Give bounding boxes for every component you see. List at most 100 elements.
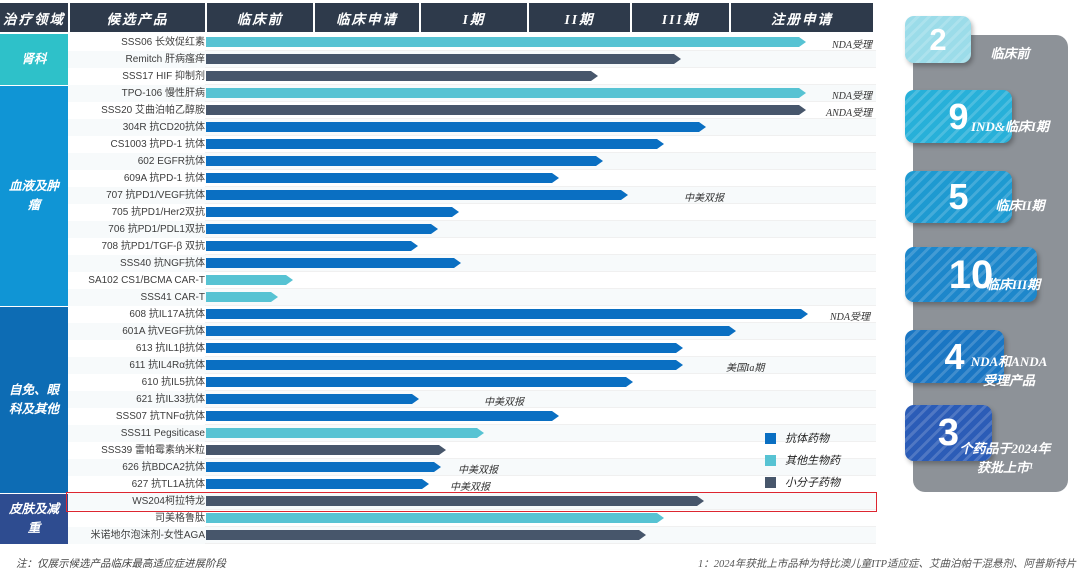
stage-track: 中美双报 xyxy=(205,187,876,204)
stage-bar xyxy=(206,173,559,183)
legend-label: 小分子药物 xyxy=(785,477,840,489)
product-name: 304R 抗CD20抗体 xyxy=(122,122,205,133)
bar-annotation: 美国Ia期 xyxy=(726,363,765,374)
stage-track xyxy=(205,510,876,527)
product-name: TPO-106 慢性肝病 xyxy=(121,88,205,99)
stage-track xyxy=(205,204,876,221)
stage-bar xyxy=(206,360,683,370)
stat-number: 5 xyxy=(948,176,969,217)
legend-label: 其他生物药 xyxy=(785,455,840,467)
stage-bar xyxy=(206,258,461,268)
stage-bar xyxy=(206,275,293,285)
header-cell-1: 治疗领域 xyxy=(0,3,68,32)
bar-annotation: NDA受理 xyxy=(832,40,872,51)
stage-bar xyxy=(206,343,683,353)
area-label: 自免、眼科及其他 xyxy=(8,383,59,416)
stage-bar xyxy=(206,309,808,319)
pipeline-row: 米诺地尔泡沫剂-女性AGA xyxy=(68,527,876,544)
footnote-left: 注：仅展示候选产品临床最高适应症进展阶段 xyxy=(16,559,226,570)
stage-track xyxy=(205,340,876,357)
stat-card-5: 5 xyxy=(905,171,1012,223)
header-cell-4: 临床申请 xyxy=(315,3,419,32)
pipeline-row: 626 抗BDCA2抗体 中美双报 xyxy=(68,459,876,476)
stage-track: ANDA受理 xyxy=(205,102,876,119)
stage-bar xyxy=(206,105,806,115)
stage-bar xyxy=(206,71,598,81)
stat-label: 个药品于2024年 获批上市¹ xyxy=(959,441,1051,475)
stat-number: 10 xyxy=(948,252,994,297)
stage-bar xyxy=(206,54,681,64)
pipeline-row: SSS20 艾曲泊帕乙醇胺 ANDA受理 xyxy=(68,102,876,119)
header-cell-8: 注册申请 xyxy=(731,3,873,32)
header-cell-6: II期 xyxy=(529,3,630,32)
stage-bar xyxy=(206,122,706,132)
product-name: Remitch 肝病瘙痒 xyxy=(125,54,205,65)
legend-label: 抗体药物 xyxy=(785,433,829,445)
product-name: CS1003 抗PD-1 抗体 xyxy=(110,139,205,150)
product-name: SA102 CS1/BCMA CAR-T xyxy=(88,275,205,286)
stat-label: NDA和ANDA 受理产品 xyxy=(970,354,1048,388)
bar-annotation: ANDA受理 xyxy=(826,108,873,119)
header-cell-5: I期 xyxy=(421,3,527,32)
stat-number: 2 xyxy=(929,22,947,57)
pipeline-row: 304R 抗CD20抗体 xyxy=(68,119,876,136)
stage-bar xyxy=(206,241,418,251)
product-name: 司美格鲁肽 xyxy=(155,513,205,524)
stage-track xyxy=(205,51,876,68)
stage-track: NDA受理 xyxy=(205,34,876,51)
highlight-box xyxy=(66,492,877,512)
product-name: SSS39 雷帕霉素纳米粒 xyxy=(101,445,205,456)
stage-track xyxy=(205,408,876,425)
stage-track: NDA受理 xyxy=(205,85,876,102)
legend-swatch-antibody xyxy=(765,432,776,444)
stage-track xyxy=(205,323,876,340)
stage-bar xyxy=(206,190,628,200)
stat-label: 临床III期 xyxy=(985,277,1041,292)
stage-track: NDA受理 xyxy=(205,306,876,323)
stage-track xyxy=(205,289,876,306)
product-name: SSS40 抗NGF抗体 xyxy=(119,258,205,269)
pipeline-row: Remitch 肝病瘙痒 xyxy=(68,51,876,68)
pipeline-row: CS1003 抗PD-1 抗体 xyxy=(68,136,876,153)
pipeline-row: SSS07 抗TNFα抗体 xyxy=(68,408,876,425)
pipeline-row: WS204柯拉特龙 xyxy=(68,493,876,510)
legend-swatch-biologic xyxy=(765,454,776,466)
legend-item: 其他生物药 xyxy=(765,449,840,471)
stage-track xyxy=(205,493,876,510)
pipeline-row: SSS17 HIF 抑制剂 xyxy=(68,68,876,85)
stage-bar xyxy=(206,156,603,166)
product-name: WS204柯拉特龙 xyxy=(132,496,205,507)
pipeline-row: 司美格鲁肽 xyxy=(68,510,876,527)
area-block-3: 自免、眼科及其他 xyxy=(0,307,68,493)
pipeline-row: 601A 抗VEGF抗体 xyxy=(68,323,876,340)
bar-annotation: NDA受理 xyxy=(832,91,872,102)
stage-track xyxy=(205,442,876,459)
product-name: SSS17 HIF 抑制剂 xyxy=(122,71,205,82)
pipeline-row: 705 抗PD1/Her2双抗 xyxy=(68,204,876,221)
stat-number: 9 xyxy=(948,95,969,137)
stage-track xyxy=(205,170,876,187)
product-name: 706 抗PD1/PDL1双抗 xyxy=(108,224,205,235)
stage-track: 美国Ia期 xyxy=(205,357,876,374)
stage-bar xyxy=(206,139,664,149)
stage-track xyxy=(205,272,876,289)
legend-item: 小分子药物 xyxy=(765,471,840,493)
pipeline-row: SSS06 长效促红素 NDA受理 xyxy=(68,34,876,51)
stat-number: 4 xyxy=(944,335,965,377)
bar-annotation: 中美双报 xyxy=(484,397,524,408)
area-label: 皮肤及减重 xyxy=(8,502,59,535)
area-block-4: 皮肤及减重 xyxy=(0,494,68,544)
pipeline-row: SSS40 抗NGF抗体 xyxy=(68,255,876,272)
stat-number: 3 xyxy=(937,412,960,454)
pipeline-row: 602 EGFR抗体 xyxy=(68,153,876,170)
pipeline-row: SSS39 雷帕霉素纳米粒 xyxy=(68,442,876,459)
pipeline-row: 611 抗IL4Rα抗体 美国Ia期 xyxy=(68,357,876,374)
product-name: 米诺地尔泡沫剂-女性AGA xyxy=(90,530,205,541)
stage-track xyxy=(205,238,876,255)
header-cell-7: III期 xyxy=(632,3,729,32)
stage-bar xyxy=(206,445,446,455)
product-name: 621 抗IL33抗体 xyxy=(136,394,205,405)
product-name: SSS11 Pegsiticase xyxy=(120,428,205,439)
stage-bar xyxy=(206,530,646,540)
stage-bar xyxy=(206,513,664,523)
